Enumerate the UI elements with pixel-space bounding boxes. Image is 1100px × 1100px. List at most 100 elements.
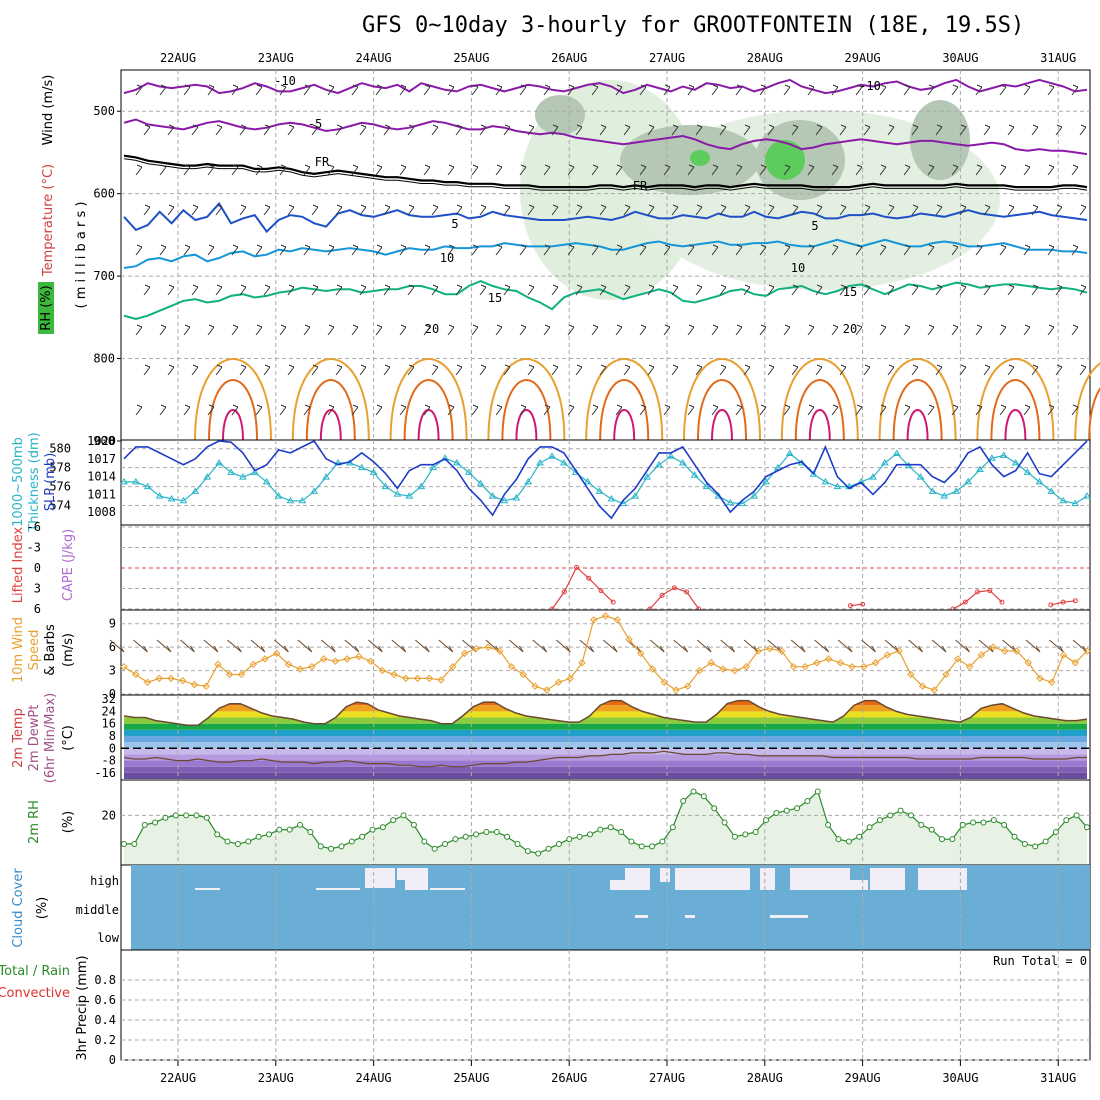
wind-speed-point — [789, 662, 798, 671]
wind-speed-point — [977, 651, 986, 659]
wind-barb — [831, 164, 839, 176]
precip-tick-label: 0.2 — [94, 1033, 116, 1047]
temperature-contour-cell — [599, 379, 650, 441]
precip-axis-label: 3hr Precip (mm) — [75, 955, 90, 1060]
wind-barb — [503, 284, 511, 296]
day-label-top: 24AUG — [356, 51, 392, 65]
cloud-gap — [316, 888, 360, 890]
temperature-contour-cell — [1074, 362, 1100, 441]
rh-point — [918, 821, 925, 828]
lifted-index-point — [975, 589, 981, 595]
wind-barb — [975, 84, 983, 96]
wind-speed-point — [484, 643, 492, 651]
wind-barb — [551, 284, 559, 296]
wind-barb — [359, 204, 367, 216]
wind-barb — [671, 204, 679, 216]
wind-barb — [759, 84, 767, 96]
rh-point — [814, 788, 821, 795]
day-label-top: 26AUG — [551, 51, 587, 65]
thickness-point — [429, 463, 437, 471]
wind-barb — [255, 84, 263, 96]
wind-barb — [839, 284, 847, 296]
thickness-point — [750, 492, 758, 499]
rh-point — [172, 812, 179, 819]
wind-speed-point — [355, 652, 363, 661]
wind-speed-point — [942, 670, 950, 679]
thickness-point — [952, 487, 961, 494]
wind-speed-point — [954, 655, 962, 663]
day-label-bottom: 30AUG — [942, 1071, 978, 1085]
rh-point — [131, 840, 138, 847]
wind-barb — [879, 324, 887, 336]
rh-point — [690, 788, 697, 795]
wind-barb — [543, 244, 551, 256]
wind-barb — [663, 244, 671, 256]
wind-barb — [623, 364, 631, 376]
wind-barb — [743, 284, 751, 296]
wind-speed-point — [554, 678, 563, 686]
thickness-point — [560, 458, 568, 466]
rh-point — [586, 831, 593, 838]
wind-barb — [975, 164, 983, 176]
wind-barb — [887, 284, 895, 296]
wind-barb — [567, 244, 575, 256]
wind-barb — [1071, 404, 1079, 416]
rh-point — [804, 798, 811, 805]
wind-barb — [311, 364, 319, 376]
wind-barb — [951, 324, 959, 336]
wind-barb — [399, 404, 407, 416]
wind-barb — [167, 124, 175, 136]
lifted-index-point — [598, 588, 604, 594]
lifted-index-point — [1072, 598, 1078, 604]
wind-barb — [287, 124, 295, 136]
temp-axis-label-2: 2m DewPt — [27, 705, 42, 772]
wind-barb — [687, 164, 695, 176]
wind-barb — [927, 404, 935, 416]
wind-barb — [887, 364, 895, 376]
thickness-point — [203, 473, 212, 480]
wind-barb — [527, 124, 535, 136]
day-label-top: 30AUG — [942, 51, 978, 65]
wind-barb — [279, 244, 287, 256]
thickness-point — [286, 496, 295, 504]
wind-barb — [1023, 404, 1031, 416]
wind-barb — [255, 164, 263, 176]
wind-barb — [431, 364, 439, 376]
wind-barb — [599, 124, 607, 136]
lifted-index-point — [586, 575, 592, 581]
wind-barb — [215, 124, 223, 136]
day-label-bottom: 28AUG — [747, 1071, 783, 1085]
wind-speed-point — [179, 677, 187, 685]
wind-speed-point — [167, 674, 175, 683]
wind-speed-point — [965, 662, 974, 671]
wind-barb — [599, 364, 607, 376]
lifted-index-tick-label: -6 — [27, 520, 41, 534]
wind-barb — [431, 124, 439, 136]
precip-tick-label: 0.8 — [94, 973, 116, 987]
wind-barb — [231, 404, 239, 416]
rh-point — [990, 817, 997, 824]
rh-point — [234, 840, 241, 847]
temperature-band — [124, 723, 1087, 730]
wind-barb — [759, 324, 767, 336]
temperature-contour-cell — [1004, 409, 1027, 441]
temperature-contour-cell — [208, 379, 258, 441]
wind-barb — [447, 244, 455, 256]
wind-barb — [615, 324, 623, 336]
wind-barb — [1007, 204, 1015, 216]
contour-label: -10 — [274, 74, 296, 88]
wind-barb — [951, 244, 959, 256]
wind-barb — [479, 364, 487, 376]
wind-speed-point — [683, 682, 692, 690]
wind-barb — [671, 284, 679, 296]
wind-speed-tick-label: 6 — [109, 640, 116, 654]
wind-barb — [399, 164, 407, 176]
temperature-contour-cell — [697, 379, 747, 441]
wind-barb — [423, 404, 431, 416]
lifted-index-tick-label: -3 — [27, 541, 41, 555]
contour-label: -5 — [308, 117, 322, 131]
rh-point — [659, 838, 666, 845]
temperature-band — [124, 754, 1087, 761]
thickness-point — [762, 477, 770, 485]
temperature-contour--10 — [123, 78, 1088, 95]
